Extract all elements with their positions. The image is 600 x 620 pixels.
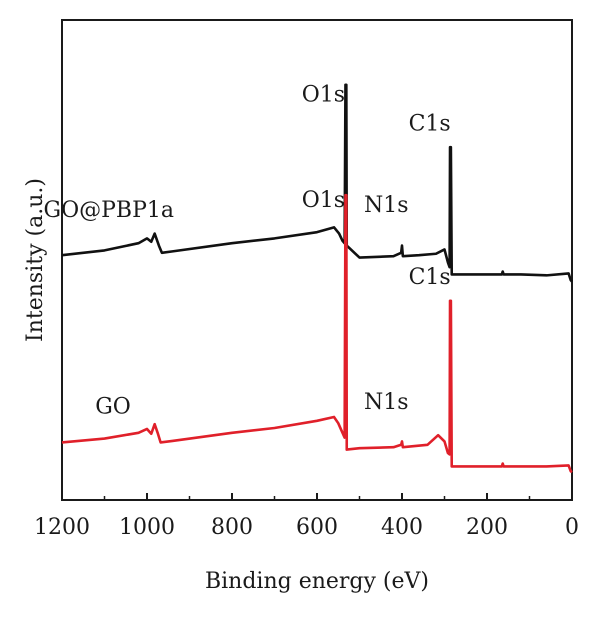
series-label: GO [95,395,131,420]
peak-label: N1s [364,193,409,218]
x-tick-label: 600 [296,515,338,540]
x-tick-label: 1200 [34,515,90,540]
y-axis-title: Intensity (a.u.) [23,178,48,342]
series-line-go-pbp1a [61,83,573,283]
x-tick-label: 0 [565,515,579,540]
peak-label: C1s [409,111,451,136]
x-axis-title: Binding energy (eV) [205,569,429,594]
series-label: GO@PBP1a [44,198,175,223]
peak-label: O1s [302,188,345,213]
x-tick-label: 400 [381,515,423,540]
x-tick-label: 200 [466,515,508,540]
peak-label: C1s [409,265,451,290]
peak-label: O1s [302,83,345,108]
series-layer: GO@PBP1a GO [44,83,573,474]
peak-label: N1s [364,390,409,415]
x-tick-label: 1000 [119,515,175,540]
series-line-go [61,193,573,474]
peak-annotations: O1s C1s N1s O1s C1s N1s [302,83,451,415]
x-axis-ticks: 1200 1000 800 600 400 200 0 [34,493,579,540]
x-tick-label: 800 [211,515,253,540]
